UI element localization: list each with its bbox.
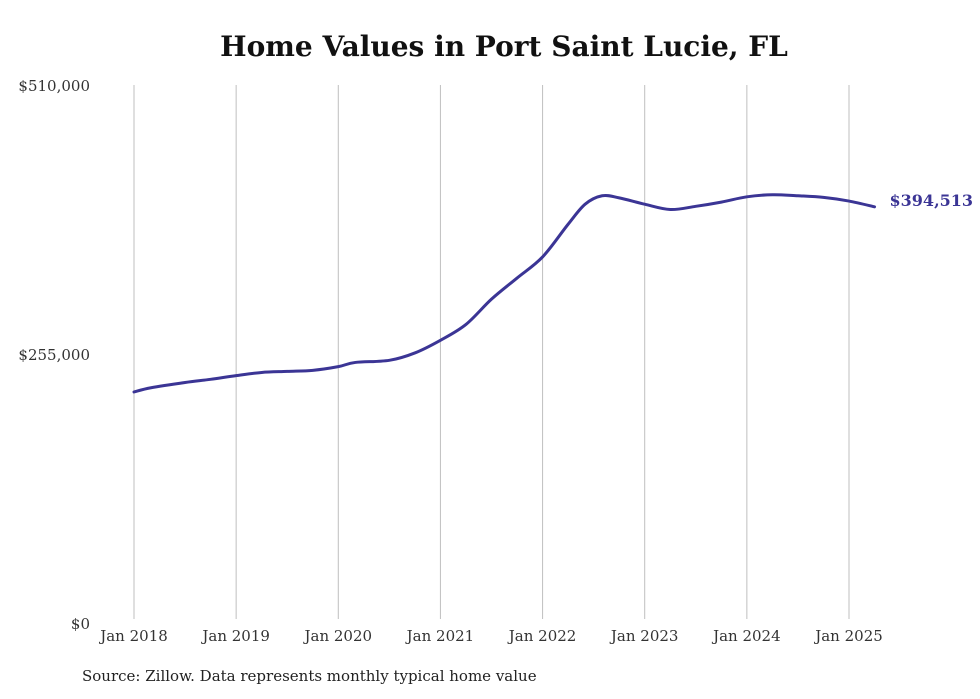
x-tick-label: Jan 2019 [200, 627, 270, 645]
source-note: Source: Zillow. Data represents monthly … [82, 667, 537, 685]
chart-title: Home Values in Port Saint Lucie, FL [220, 30, 788, 63]
y-axis-tick-labels: $0 $255,000 $510,000 [18, 77, 90, 633]
x-tick-label: Jan 2018 [98, 627, 168, 645]
y-tick-label: $0 [71, 615, 90, 633]
x-tick-label: Jan 2024 [711, 627, 781, 645]
grid-lines [133, 85, 850, 619]
x-tick-label: Jan 2021 [405, 627, 475, 645]
y-tick-label: $255,000 [18, 346, 90, 364]
series-line [132, 193, 877, 394]
y-tick-label: $510,000 [18, 77, 90, 95]
series-lines [132, 193, 877, 394]
x-axis-tick-labels: Jan 2018 Jan 2019 Jan 2020 Jan 2021 Jan 2022… [98, 627, 883, 645]
x-tick-label: Jan 2023 [609, 627, 679, 645]
x-tick-label: Jan 2025 [813, 627, 883, 645]
end-labels: $394,513 [890, 191, 974, 210]
x-tick-label: Jan 2022 [507, 627, 577, 645]
end-value-label: $394,513 [890, 191, 974, 210]
x-tick-label: Jan 2020 [303, 627, 373, 645]
